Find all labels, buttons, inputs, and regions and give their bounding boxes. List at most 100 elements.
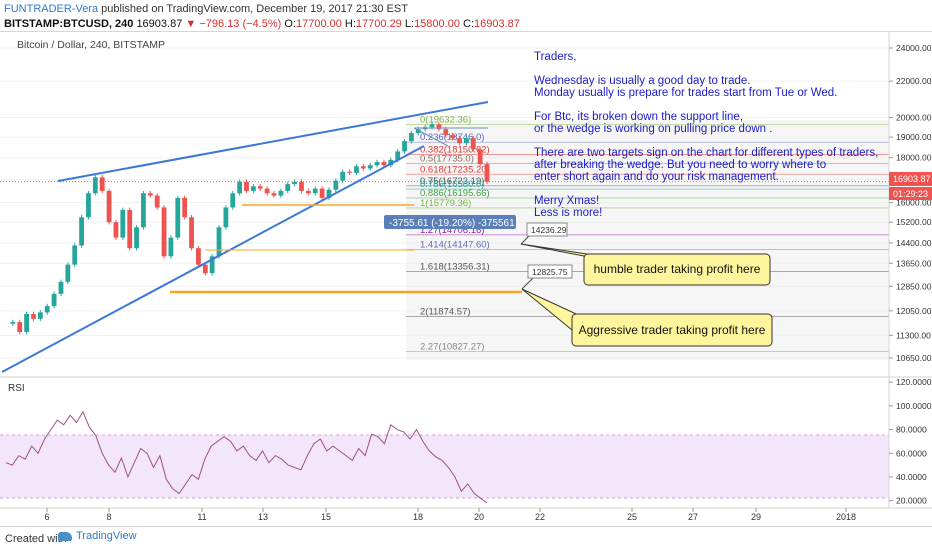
fib-level-label: 1.414(14147.60) <box>420 240 490 251</box>
tradingview-brand-text: TradingView <box>76 530 137 542</box>
candle-body <box>264 188 270 194</box>
candle-body <box>299 181 304 191</box>
candle-body <box>415 129 421 134</box>
fib-level-label: 1(15779.36) <box>420 198 471 209</box>
author-link[interactable]: FUNTRADER-Vera <box>4 3 99 15</box>
price-tick-label: 24000.00 <box>896 43 932 53</box>
countdown-badge <box>889 187 932 200</box>
time-axis[interactable]: 6 8 11 13 15 18 20 22 25 27 29 2018 <box>44 508 856 522</box>
footer: Created with TradingView <box>0 526 932 551</box>
last-price: 16903.87 <box>136 18 183 30</box>
candle-body <box>326 189 332 198</box>
note-line: Less is more! <box>534 207 602 219</box>
fib-level-label: 0.618(17235.20) <box>420 164 490 175</box>
candle-body <box>37 312 43 319</box>
fib-level-label: 0.786(16580.0) <box>420 179 484 190</box>
time-tick-label: 8 <box>106 512 111 522</box>
chart-title: Bitcoin / Dollar, 240, BITSTAMP <box>17 39 165 51</box>
ohlc-close: 16903.87 <box>474 18 520 30</box>
price-tick-label: 16000.00 <box>896 198 932 208</box>
price-axis[interactable]: 24000.00 22000.00 20000.00 19000.00 18000.00… <box>889 43 932 363</box>
aggressive-callout-text: Aggressive trader taking profit here <box>579 323 766 337</box>
price-tick-label: 18000.00 <box>896 153 932 163</box>
candle-body <box>484 164 490 182</box>
candle-body <box>354 166 359 173</box>
candle-body <box>17 322 23 332</box>
aggressive-price-pointer <box>521 277 534 290</box>
aggressive-callout[interactable]: 12825.75 Aggressive trader taking profit… <box>521 264 773 347</box>
candle-body <box>99 177 105 191</box>
measure-badge <box>384 215 516 229</box>
note-line <box>534 63 537 75</box>
note-line: There are two targets sign on the chart … <box>534 147 878 159</box>
candle-body <box>154 195 160 208</box>
last-price-badge <box>889 172 932 186</box>
note-line: Wednesday is usually a good day to trade… <box>534 75 751 87</box>
candle-body <box>271 193 277 196</box>
rsi-axis[interactable]: 120.0000 100.0000 80.0000 60.0000 40.0000 20.… <box>889 377 932 506</box>
rsi-tick-label: 60.0000 <box>896 448 927 458</box>
note-text: Traders, Wednesday is usually a good day… <box>534 51 878 219</box>
humble-price-box <box>526 222 568 237</box>
note-line: Merry Xmas! <box>534 195 599 207</box>
countdown-badge-text: 01:29:23 <box>893 189 928 199</box>
ohlc-low-label: L: <box>404 18 415 30</box>
note-line <box>534 135 537 147</box>
fib-level-label: 0.5(17735.0) <box>420 153 474 164</box>
time-tick-label: 11 <box>197 512 206 522</box>
wedge-lower-trendline[interactable] <box>1 145 425 373</box>
candle-body <box>395 151 401 160</box>
text-note[interactable]: Traders, Wednesday is usually a good day… <box>534 51 878 219</box>
time-tick-label: 29 <box>751 512 761 522</box>
wedge-upper-trendline[interactable] <box>57 101 489 182</box>
last-price-badge-text: 16903.87 <box>893 174 931 184</box>
ohlc-open: 17700.00 <box>295 18 342 30</box>
ohlc-open-label: O: <box>284 18 296 30</box>
candle-body <box>10 322 16 324</box>
candle-body <box>402 141 407 152</box>
fib-level-label: 0.75(16723.19) <box>420 176 484 187</box>
fib-level-label: 1.618(13356.31) <box>420 262 490 273</box>
note-line: after breaking the wedge. But you need t… <box>534 159 826 171</box>
price-tick-label: 12050.00 <box>896 306 932 316</box>
candle-body <box>31 313 36 319</box>
candle-body <box>44 306 50 313</box>
note-line <box>534 99 537 111</box>
candle-body <box>374 161 380 166</box>
humble-price: 14236.29 <box>531 225 567 235</box>
candle-body <box>312 188 318 194</box>
candle-body <box>443 129 449 136</box>
tradingview-brand[interactable]: TradingView <box>58 530 137 542</box>
candle-body <box>237 181 243 194</box>
price-tick-label: 22000.00 <box>896 76 932 86</box>
time-tick-label: 20 <box>474 512 484 522</box>
candle-body <box>72 245 78 265</box>
price-tick-label: 19000.00 <box>896 132 932 142</box>
candle-body <box>134 227 139 249</box>
price-tick-label: 20000.00 <box>896 113 932 123</box>
fib-level-label: 2(11874.57) <box>420 306 471 317</box>
candle-body <box>196 248 201 265</box>
candle-body <box>340 171 346 181</box>
candle-body <box>141 193 146 228</box>
candle-body <box>463 138 469 144</box>
candle-body <box>58 281 64 294</box>
candle-body <box>51 293 57 307</box>
candle-body <box>409 133 414 142</box>
candle-body <box>347 171 352 173</box>
candle-body <box>202 264 208 274</box>
note-line: enter short again and do your risk manag… <box>534 171 779 183</box>
chart-canvas[interactable]: 0(19632.36)0.236(18746.0)0.382(18150.62)… <box>0 0 932 526</box>
candle-body <box>216 227 222 257</box>
candle-body <box>250 186 256 191</box>
time-tick-label: 25 <box>627 512 637 522</box>
aggressive-callout-box <box>571 313 773 347</box>
humble-callout[interactable]: 14236.29 humble trader taking profit her… <box>520 222 771 286</box>
candle-body <box>436 124 442 130</box>
fib-level-label: 0.382(18150.62) <box>420 145 490 156</box>
time-tick-label: 27 <box>688 512 698 522</box>
candle-body <box>278 190 284 196</box>
candle-body <box>388 159 394 166</box>
note-line <box>534 183 537 195</box>
projection-lines <box>413 127 488 147</box>
